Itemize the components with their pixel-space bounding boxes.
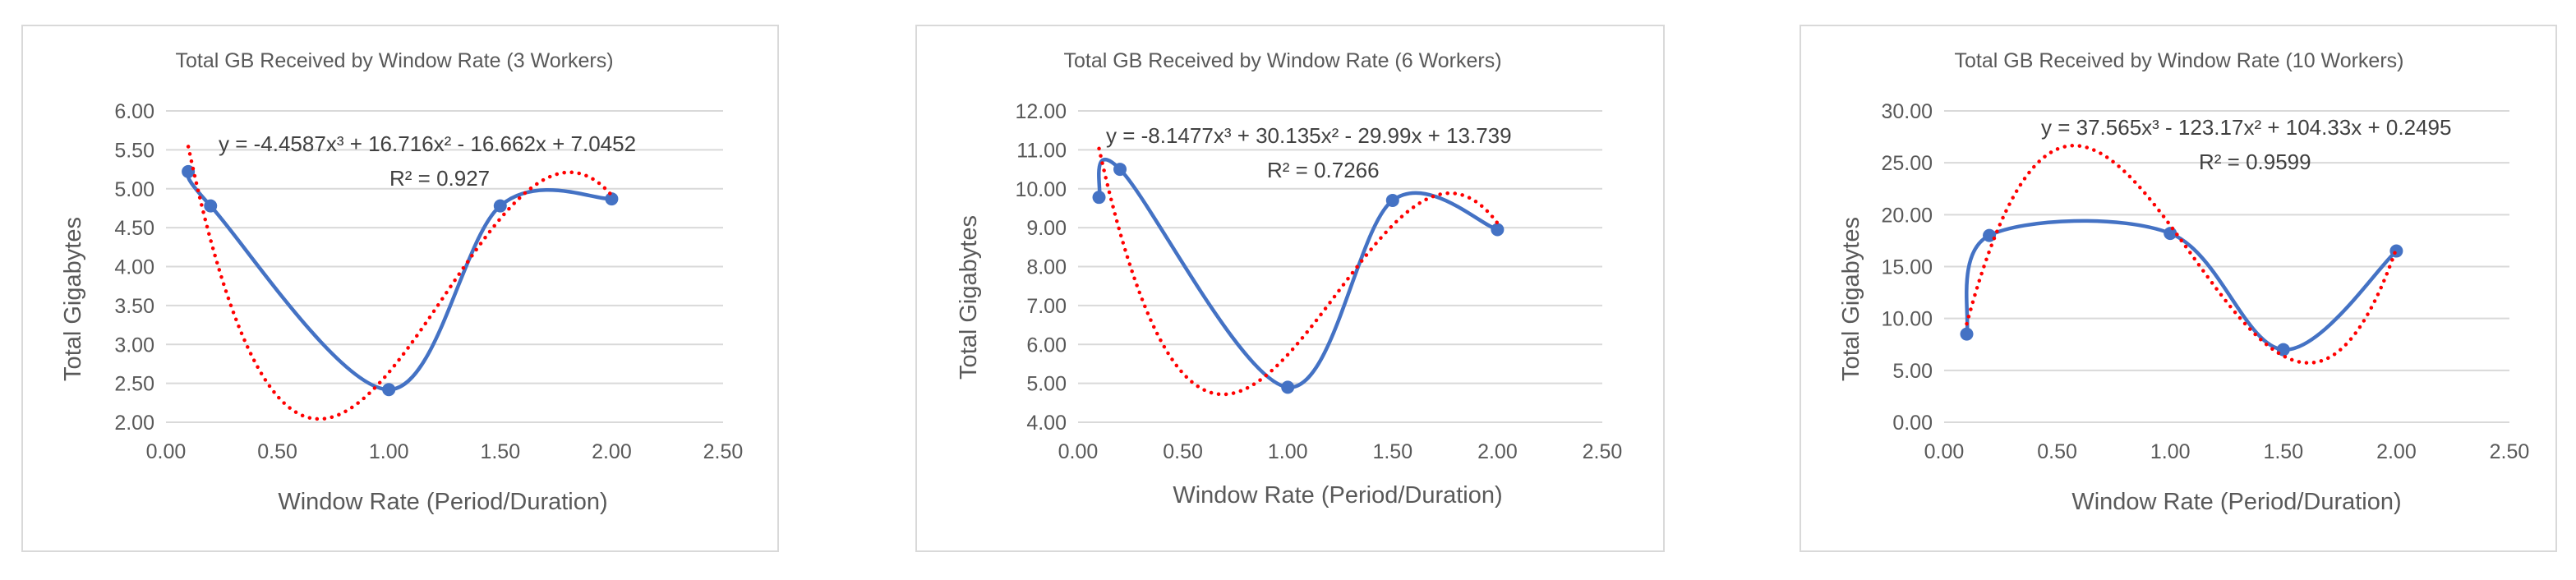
y-axis-title: Total Gigabytes bbox=[956, 215, 982, 380]
data-point bbox=[1092, 191, 1106, 205]
x-tick-label: 0.00 bbox=[1924, 440, 1965, 463]
chart-10-workers: Total GB Received by Window Rate (10 Wor… bbox=[1800, 25, 2557, 552]
data-point bbox=[1960, 327, 1974, 341]
x-tick-label: 0.00 bbox=[146, 440, 187, 463]
data-point bbox=[493, 199, 507, 213]
chart-title: Total GB Received by Window Rate (6 Work… bbox=[1063, 49, 1501, 72]
x-tick-label: 2.50 bbox=[1583, 440, 1623, 463]
x-axis-title: Window Rate (Period/Duration) bbox=[278, 489, 607, 515]
data-point bbox=[2164, 227, 2177, 241]
chart-3-workers: Total GB Received by Window Rate (3 Work… bbox=[21, 25, 779, 552]
y-tick-label: 0.00 bbox=[1892, 412, 1933, 435]
x-tick-label: 2.00 bbox=[1477, 440, 1518, 463]
x-tick-label: 0.50 bbox=[2037, 440, 2077, 463]
chart-title: Total GB Received by Window Rate (3 Work… bbox=[175, 49, 613, 72]
x-tick-label: 2.50 bbox=[703, 440, 744, 463]
y-tick-label: 10.00 bbox=[1881, 308, 1933, 331]
y-tick-label: 15.00 bbox=[1881, 256, 1933, 279]
x-axis-title: Window Rate (Period/Duration) bbox=[2071, 489, 2401, 515]
y-tick-label: 4.00 bbox=[1026, 412, 1067, 435]
chart-10-workers-svg: Total GB Received by Window Rate (10 Wor… bbox=[1838, 49, 2530, 515]
y-tick-label: 7.00 bbox=[1026, 295, 1067, 318]
y-tick-label: 4.50 bbox=[114, 217, 154, 240]
y-tick-label: 25.00 bbox=[1881, 152, 1933, 175]
data-point bbox=[204, 199, 218, 213]
x-tick-label: 1.00 bbox=[1268, 440, 1308, 463]
y-tick-label: 6.00 bbox=[1026, 334, 1067, 357]
y-tick-label: 9.00 bbox=[1026, 217, 1067, 240]
data-point bbox=[1113, 163, 1127, 177]
trendline-equation: y = -8.1477x³ + 30.135x² - 29.99x + 13.7… bbox=[1106, 123, 1512, 148]
x-tick-label: 2.00 bbox=[2376, 440, 2417, 463]
trendline-r-squared: R² = 0.7266 bbox=[1267, 158, 1380, 182]
trendline bbox=[1097, 146, 1500, 397]
y-tick-label: 5.00 bbox=[1892, 360, 1933, 383]
x-tick-label: 1.50 bbox=[1372, 440, 1412, 463]
x-tick-label: 0.00 bbox=[1058, 440, 1099, 463]
chart-title: Total GB Received by Window Rate (10 Wor… bbox=[1955, 49, 2404, 72]
y-tick-label: 6.00 bbox=[114, 100, 154, 123]
y-tick-label: 4.00 bbox=[114, 256, 154, 279]
y-axis-title: Total Gigabytes bbox=[60, 217, 86, 381]
y-tick-label: 10.00 bbox=[1015, 178, 1067, 201]
trendline bbox=[1965, 143, 2399, 365]
trendline-equation: y = -4.4587x³ + 16.716x² - 16.662x + 7.0… bbox=[219, 131, 636, 156]
trendline-r-squared: R² = 0.927 bbox=[389, 166, 490, 191]
data-point bbox=[382, 383, 396, 397]
y-tick-label: 11.00 bbox=[1016, 139, 1067, 162]
y-tick-label: 5.00 bbox=[1026, 373, 1067, 396]
data-point bbox=[1281, 380, 1295, 394]
x-axis-title: Window Rate (Period/Duration) bbox=[1173, 482, 1502, 509]
y-tick-label: 8.00 bbox=[1026, 256, 1067, 279]
x-tick-label: 0.50 bbox=[257, 440, 297, 463]
data-point bbox=[1385, 193, 1399, 207]
trendline-r-squared: R² = 0.9599 bbox=[2199, 150, 2311, 174]
x-tick-label: 1.00 bbox=[369, 440, 409, 463]
y-tick-label: 5.00 bbox=[114, 178, 154, 201]
chart-3-workers-svg: Total GB Received by Window Rate (3 Work… bbox=[60, 49, 744, 515]
y-tick-label: 30.00 bbox=[1881, 100, 1933, 123]
x-tick-label: 1.00 bbox=[2150, 440, 2191, 463]
y-axis-title: Total Gigabytes bbox=[1838, 217, 1864, 381]
y-tick-label: 5.50 bbox=[114, 139, 154, 162]
x-tick-label: 1.50 bbox=[480, 440, 520, 463]
series-line bbox=[186, 169, 614, 392]
trendline bbox=[186, 145, 614, 421]
y-tick-label: 3.50 bbox=[114, 295, 154, 318]
chart-6-workers: Total GB Received by Window Rate (6 Work… bbox=[915, 25, 1665, 552]
y-tick-label: 2.50 bbox=[114, 373, 154, 396]
x-tick-label: 2.00 bbox=[592, 440, 632, 463]
y-tick-label: 20.00 bbox=[1881, 204, 1933, 227]
chart-6-workers-svg: Total GB Received by Window Rate (6 Work… bbox=[956, 49, 1623, 509]
x-tick-label: 2.50 bbox=[2490, 440, 2530, 463]
x-tick-label: 0.50 bbox=[1163, 440, 1203, 463]
data-point bbox=[1491, 223, 1505, 237]
x-tick-label: 1.50 bbox=[2263, 440, 2303, 463]
data-point bbox=[605, 192, 619, 206]
y-tick-label: 3.00 bbox=[114, 334, 154, 357]
trendline-equation: y = 37.565x³ - 123.17x² + 104.33x + 0.24… bbox=[2041, 115, 2451, 140]
series-line bbox=[1097, 158, 1500, 389]
y-tick-label: 12.00 bbox=[1015, 100, 1067, 123]
data-point bbox=[2389, 244, 2403, 258]
y-tick-label: 2.00 bbox=[114, 412, 154, 435]
